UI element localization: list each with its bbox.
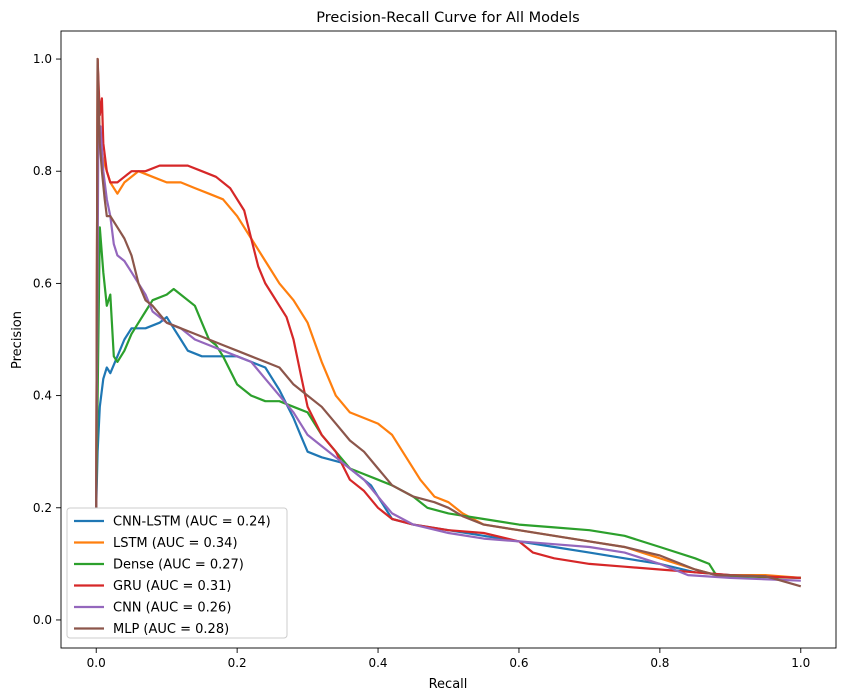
- series-line-4: [95, 125, 801, 582]
- x-tick-label: 0.6: [509, 656, 528, 670]
- x-axis-ticks: 0.0 0.2 0.4 0.6 0.8 1.0: [87, 648, 810, 670]
- legend-label: MLP (AUC = 0.28): [113, 622, 229, 637]
- y-tick-label: 0.2: [33, 501, 52, 515]
- legend-label: GRU (AUC = 0.31): [113, 579, 232, 594]
- y-tick-label: 0.6: [33, 276, 52, 290]
- chart-title: Precision-Recall Curve for All Models: [316, 10, 579, 26]
- y-tick-label: 1.0: [33, 52, 52, 66]
- x-tick-label: 0.2: [228, 656, 247, 670]
- series-line-3: [95, 57, 801, 579]
- series-line-5: [95, 57, 802, 588]
- y-axis-ticks: 0.0 0.2 0.4 0.6 0.8 1.0: [33, 52, 61, 627]
- x-axis-label: Recall: [429, 677, 468, 692]
- y-tick-label: 0.4: [33, 389, 52, 403]
- legend: CNN-LSTM (AUC = 0.24) LSTM (AUC = 0.34) De…: [66, 507, 288, 639]
- legend-label: LSTM (AUC = 0.34): [113, 536, 238, 551]
- x-tick-label: 1.0: [791, 656, 810, 670]
- legend-label: CNN (AUC = 0.26): [113, 601, 231, 616]
- series-line-2: [95, 226, 801, 579]
- y-axis-label: Precision: [10, 311, 25, 369]
- y-tick-label: 0.8: [33, 164, 52, 178]
- x-tick-label: 0.4: [368, 656, 387, 670]
- plot-lines: [95, 57, 802, 588]
- x-tick-label: 0.8: [650, 656, 669, 670]
- plot-frame: [60, 30, 837, 649]
- y-tick-label: 0.0: [33, 613, 52, 627]
- legend-frame: [66, 507, 288, 639]
- legend-label: CNN-LSTM (AUC = 0.24): [113, 515, 271, 530]
- x-tick-label: 0.0: [87, 656, 106, 670]
- legend-label: Dense (AUC = 0.27): [113, 558, 244, 573]
